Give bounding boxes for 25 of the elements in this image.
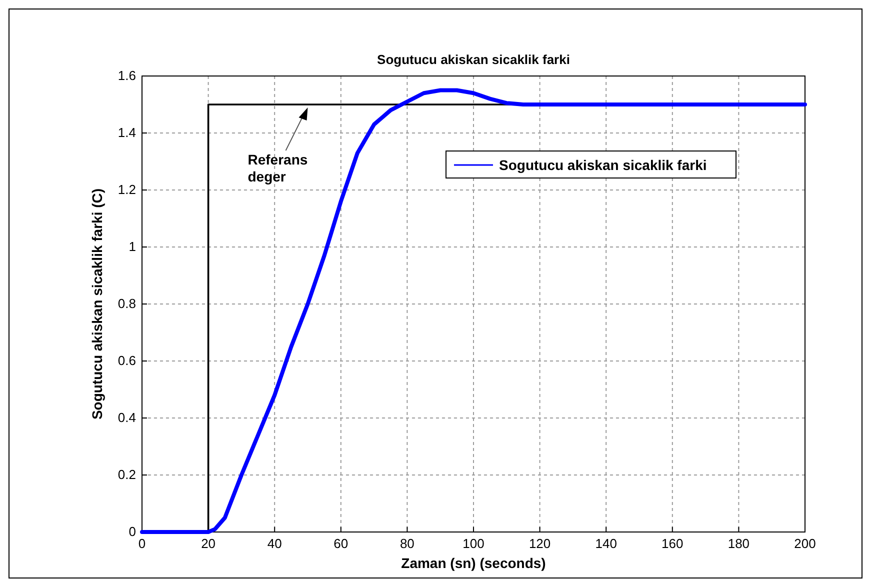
x-tick-label: 20: [201, 536, 216, 551]
y-tick-label: 0.4: [118, 410, 136, 425]
x-tick-label: 60: [334, 536, 348, 551]
y-tick-label: 1.6: [118, 68, 136, 83]
y-tick-label: 0.2: [118, 467, 136, 482]
y-tick-label: 1: [128, 239, 136, 254]
y-tick-label: 1.4: [118, 125, 136, 140]
y-tick-label: 1.2: [118, 182, 136, 197]
chart-title: Sogutucu akiskan sicaklik farki: [377, 52, 570, 67]
legend-label: Sogutucu akiskan sicaklik farki: [499, 157, 707, 173]
x-tick-label: 40: [267, 536, 282, 551]
x-tick-label: 200: [794, 536, 816, 551]
y-axis-title: Sogutucu akiskan sicaklik farki (C): [89, 188, 105, 420]
x-tick-label: 140: [595, 536, 617, 551]
y-tick-label: 0.6: [118, 353, 136, 368]
annotation: Referans deger: [248, 152, 308, 184]
x-tick-label: 180: [728, 536, 750, 551]
x-tick-label: 160: [662, 536, 684, 551]
x-tick-label: 100: [462, 536, 484, 551]
y-tick-label: 0: [128, 524, 136, 539]
y-tick-label: 0.8: [118, 296, 136, 311]
x-tick-label: 0: [138, 536, 146, 551]
x-tick-label: 120: [528, 536, 551, 551]
x-axis-title: Zaman (sn) (seconds): [401, 555, 546, 571]
x-tick-label: 80: [400, 536, 414, 551]
